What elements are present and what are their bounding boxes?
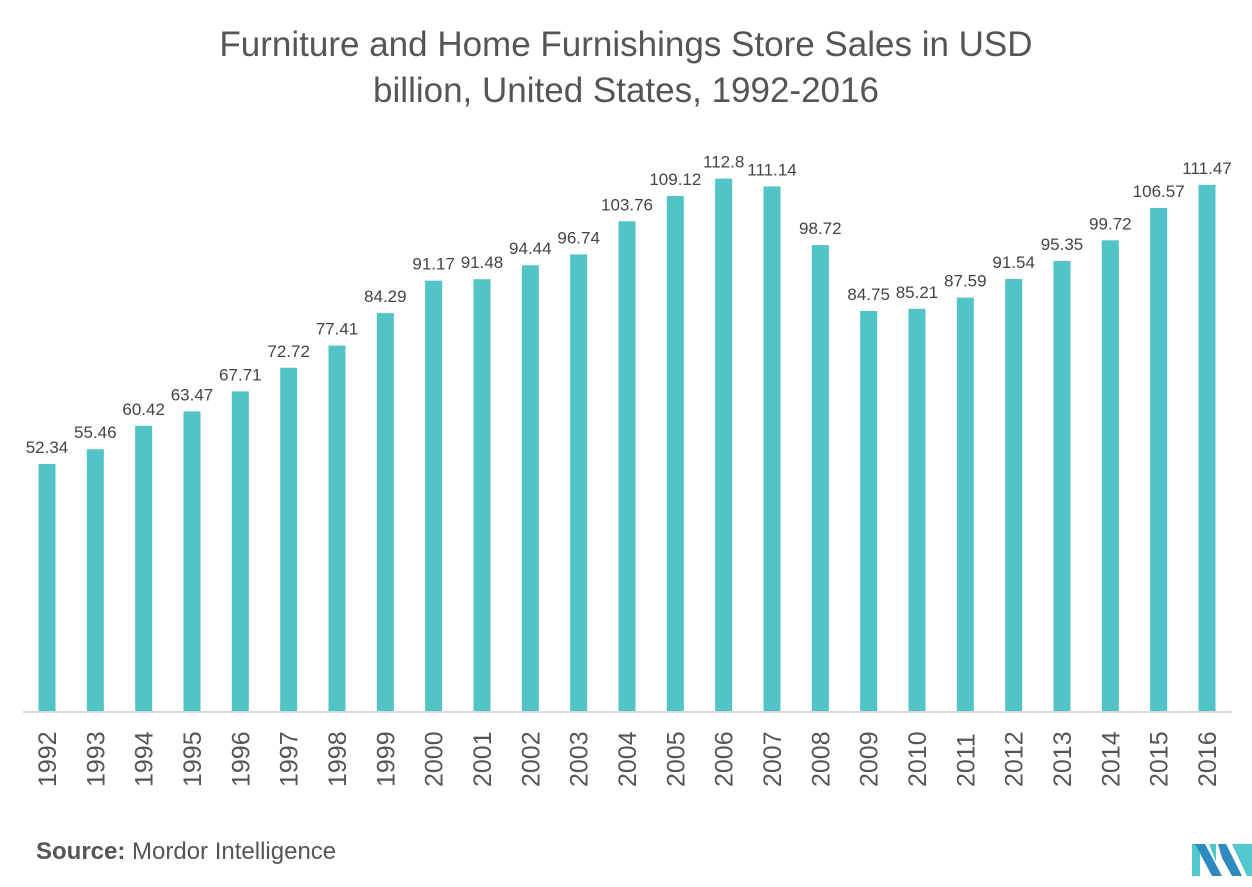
data-label-2004: 103.76 <box>601 195 653 214</box>
bar-2012 <box>1005 278 1023 711</box>
bar-2011 <box>956 297 974 711</box>
x-tick-label-2010: 2010 <box>904 731 932 787</box>
bar-2003 <box>570 254 588 711</box>
x-tick-label-1999: 1999 <box>372 731 400 787</box>
bar-2007 <box>763 186 781 712</box>
x-tick-label-1994: 1994 <box>131 731 159 787</box>
x-tick-label-2014: 2014 <box>1097 731 1125 787</box>
x-tick-label-2007: 2007 <box>759 731 787 787</box>
bar-1996 <box>231 391 249 711</box>
mordor-logo-icon <box>1192 844 1252 876</box>
x-tick-label-2004: 2004 <box>614 731 642 787</box>
x-tick-label-1993: 1993 <box>82 731 110 787</box>
bar-2005 <box>666 195 684 711</box>
x-tick-label-2015: 2015 <box>1146 731 1174 787</box>
data-label-2006: 112.8 <box>703 153 744 172</box>
chart-title: Furniture and Home Furnishings Store Sal… <box>0 22 1252 114</box>
data-label-2012: 91.54 <box>992 253 1035 272</box>
data-label-2001: 91.48 <box>461 253 504 272</box>
bar-2002 <box>521 265 539 711</box>
x-tick-label-2013: 2013 <box>1049 731 1077 787</box>
x-tick-label-1992: 1992 <box>34 731 62 787</box>
data-label-2007: 111.14 <box>747 160 796 179</box>
x-tick-label-2008: 2008 <box>807 731 835 787</box>
data-label-1993: 55.46 <box>74 423 117 442</box>
source-label: Source: <box>36 838 126 865</box>
data-label-2005: 109.12 <box>649 170 701 189</box>
bar-1992 <box>38 463 56 711</box>
data-label-2009: 84.75 <box>847 285 890 304</box>
data-label-1997: 72.72 <box>267 342 310 361</box>
bar-2013 <box>1053 260 1071 711</box>
bar-1994 <box>135 425 153 711</box>
bar-2016 <box>1198 184 1216 712</box>
data-label-1992: 52.34 <box>26 438 69 457</box>
x-tick-label-2016: 2016 <box>1194 731 1222 787</box>
data-label-2002: 94.44 <box>509 239 552 258</box>
bar-1998 <box>328 345 346 711</box>
x-tick-label-2001: 2001 <box>469 731 497 787</box>
bar-2006 <box>715 178 733 712</box>
bar-2001 <box>473 279 491 711</box>
x-tick-label-2011: 2011 <box>952 733 980 787</box>
bar-2000 <box>425 280 443 711</box>
bar-2014 <box>1101 240 1119 711</box>
bar-1999 <box>376 313 394 711</box>
x-tick-label-2003: 2003 <box>566 731 594 787</box>
chart-title-line1: Furniture and Home Furnishings Store Sal… <box>219 25 1033 64</box>
data-label-1994: 60.42 <box>122 400 165 419</box>
data-label-2011: 87.59 <box>944 272 987 291</box>
bar-1993 <box>86 449 104 711</box>
x-tick-label-2006: 2006 <box>711 731 739 787</box>
bar-2009 <box>860 310 878 711</box>
x-tick-label-2005: 2005 <box>662 731 690 787</box>
x-tick-label-1995: 1995 <box>179 731 207 787</box>
bar-1997 <box>280 367 298 711</box>
data-label-1999: 84.29 <box>364 287 407 306</box>
source-note: Source: Mordor Intelligence <box>36 838 336 866</box>
source-text: Mordor Intelligence <box>132 838 337 865</box>
bar-1995 <box>183 411 201 711</box>
data-label-1996: 67.71 <box>219 365 262 384</box>
x-tick-label-2000: 2000 <box>421 731 449 787</box>
data-label-1998: 77.41 <box>316 320 359 339</box>
data-label-2016: 111.47 <box>1182 159 1231 178</box>
bar-2015 <box>1150 207 1168 711</box>
data-label-2008: 98.72 <box>799 219 842 238</box>
bar-2004 <box>618 221 636 711</box>
x-tick-label-1997: 1997 <box>276 731 304 787</box>
data-label-2013: 95.35 <box>1041 235 1084 254</box>
data-label-2010: 85.21 <box>896 283 939 302</box>
data-label-2015: 106.57 <box>1133 182 1185 201</box>
chart-title-line2: billion, United States, 1992-2016 <box>373 71 879 110</box>
data-label-2000: 91.17 <box>412 255 455 274</box>
x-tick-label-1998: 1998 <box>324 731 352 787</box>
bar-2008 <box>811 245 829 711</box>
x-tick-label-1996: 1996 <box>227 731 255 787</box>
bar-chart: 52.34 1992 55.46 1993 60.42 1994 63.47 1995 67.7… <box>23 153 1232 787</box>
x-tick-label-2009: 2009 <box>856 731 884 787</box>
x-tick-label-2012: 2012 <box>1001 731 1029 787</box>
data-label-2003: 96.74 <box>557 228 600 247</box>
data-label-1995: 63.47 <box>171 385 214 404</box>
data-label-2014: 99.72 <box>1089 214 1132 233</box>
x-tick-label-2002: 2002 <box>517 731 545 787</box>
bar-2010 <box>908 308 926 711</box>
